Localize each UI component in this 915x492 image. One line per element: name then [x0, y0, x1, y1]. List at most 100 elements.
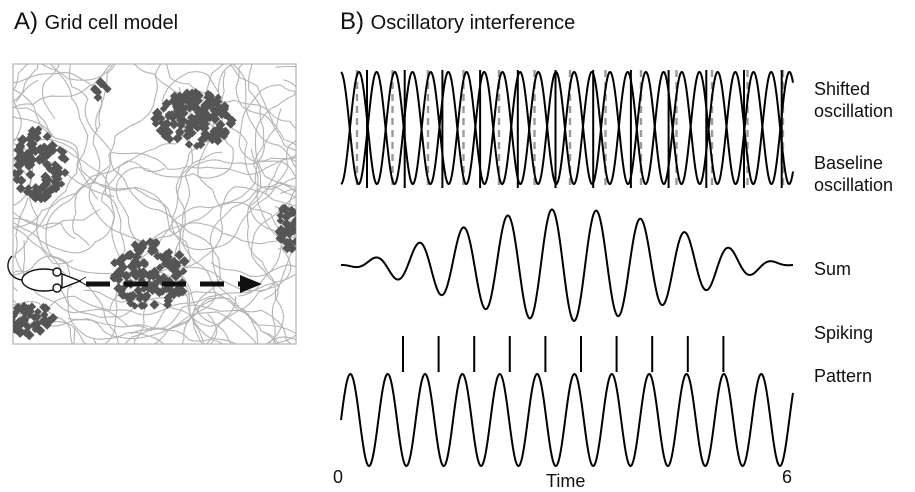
- spike-marker: [188, 118, 197, 127]
- trajectory-path: [13, 64, 116, 288]
- spike-marker: [114, 275, 124, 285]
- spike-marker: [170, 95, 179, 104]
- spike-marker: [93, 87, 103, 97]
- spike-marker: [279, 203, 290, 214]
- spike-marker: [184, 140, 194, 149]
- spike-marker: [161, 119, 170, 129]
- arrow-right-icon: [86, 275, 262, 293]
- axis-start-label: 0: [333, 467, 344, 487]
- axis-time-label: Time: [546, 471, 586, 491]
- baseline-oscillation-curve: [340, 70, 794, 186]
- axis-end-label: 6: [782, 467, 793, 487]
- spike-marker: [126, 298, 135, 308]
- spike-marker: [48, 313, 58, 323]
- spike-marker: [170, 270, 181, 282]
- trajectory-path: [235, 64, 296, 250]
- spike-marker: [164, 134, 175, 144]
- spike-marker: [16, 175, 27, 186]
- trajectory-path: [13, 64, 89, 260]
- spike-marker: [179, 256, 190, 267]
- spike-marker: [174, 249, 185, 261]
- panel-b-title-text: Oscillatory interference: [370, 12, 576, 34]
- spike-marker: [24, 133, 36, 145]
- panel-a-letter: A): [14, 8, 38, 35]
- spike-marker: [155, 263, 165, 272]
- spike-marker: [172, 104, 181, 112]
- spike-marker: [180, 116, 188, 125]
- panel-a-title-text: Grid cell model: [44, 12, 179, 34]
- spike-marker: [281, 211, 292, 221]
- spike-marker: [286, 244, 296, 254]
- shifted-oscillation-label: Shifted oscillation: [814, 79, 894, 121]
- spike-marker: [276, 224, 286, 235]
- spike-marker: [296, 228, 306, 238]
- spike-marker: [149, 299, 160, 310]
- trajectory-path: [192, 185, 296, 344]
- trajectory-path: [197, 64, 296, 300]
- spike-marker: [137, 242, 148, 253]
- trajectory-path: [13, 255, 222, 344]
- spike-marker: [150, 246, 159, 255]
- spike-marker: [116, 285, 127, 295]
- spike-marker: [93, 93, 103, 102]
- spike-marker: [40, 171, 51, 182]
- trajectory-path: [161, 71, 296, 190]
- spike-marker: [157, 127, 166, 136]
- rat-icon: [7, 255, 87, 293]
- spike-marker: [177, 286, 188, 297]
- spike-marker: [30, 146, 41, 156]
- spike-marker: [130, 240, 140, 250]
- spike-marker: [163, 252, 173, 262]
- spiking-oscillation-curve: [340, 372, 794, 468]
- trajectory-path: [45, 108, 282, 275]
- spike-marker: [217, 107, 228, 119]
- trajectory-path: [133, 148, 292, 344]
- panel-a-title: A) Grid cell model: [14, 8, 178, 36]
- spike-marker: [168, 118, 180, 130]
- trajectory-path: [22, 151, 223, 331]
- trajectory-path: [101, 86, 276, 327]
- spike-marker: [163, 293, 173, 303]
- sum-label: Sum: [814, 259, 852, 279]
- spike-marker: [130, 265, 138, 273]
- panel-b-title: B) Oscillatory interference: [340, 8, 575, 36]
- spike-marker: [48, 145, 58, 155]
- spike-marker: [192, 142, 201, 150]
- sum-curve: [341, 208, 794, 322]
- spike-marker: [26, 157, 35, 166]
- baseline-oscillation-label: Baseline oscillation: [814, 153, 894, 195]
- oscillation-curves: [340, 70, 794, 468]
- spike-marker: [178, 108, 189, 119]
- spike-marker: [139, 284, 148, 293]
- spike-marker: [23, 304, 34, 314]
- trajectory-path: [14, 197, 293, 344]
- spike-marker: [153, 251, 162, 261]
- spike-marker: [95, 77, 106, 87]
- spike-marker: [43, 132, 52, 141]
- spike-marker: [185, 104, 194, 113]
- spike-marker: [60, 154, 70, 164]
- grid-arena: [12, 63, 306, 345]
- trajectory-path: [115, 71, 234, 344]
- spike-marker: [205, 100, 215, 110]
- spike-marker: [298, 220, 305, 227]
- spike-marker: [125, 292, 134, 302]
- spike-marker: [53, 174, 63, 184]
- spike-marker: [182, 89, 192, 99]
- spike-marker: [114, 256, 125, 267]
- spike-marker: [210, 127, 219, 136]
- spike-marker: [225, 118, 236, 129]
- spike-marker: [167, 110, 176, 119]
- shifted-oscillation-curve: [340, 70, 794, 186]
- panel-b-letter: B): [340, 8, 364, 35]
- trajectory-path: [13, 64, 229, 198]
- trajectory-path: [93, 338, 97, 344]
- spike-marker: [163, 300, 172, 310]
- spike-marker: [276, 217, 285, 225]
- spike-marker: [39, 302, 48, 312]
- spike-marker: [197, 117, 207, 128]
- spike-marker: [134, 261, 143, 270]
- trajectory-path: [13, 79, 115, 254]
- spike-marker: [182, 131, 192, 141]
